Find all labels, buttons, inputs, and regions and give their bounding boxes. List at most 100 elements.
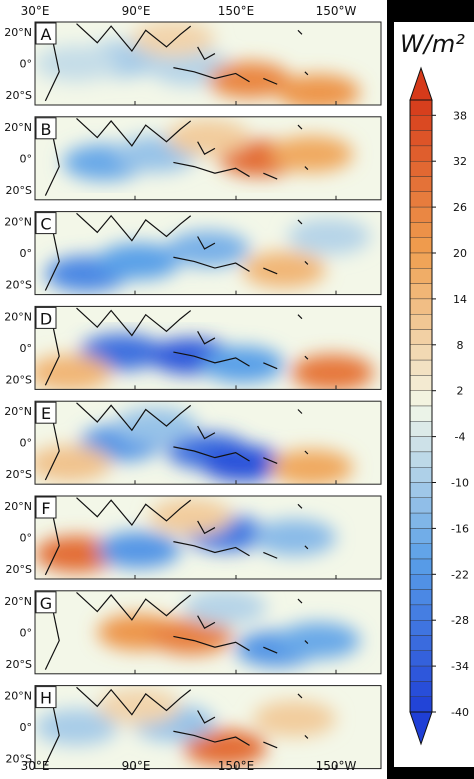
colorbar-segment [409, 497, 433, 514]
coastline [35, 212, 309, 291]
y-tick-label: 20°S [6, 753, 32, 766]
colorbar-tick-label: 14 [453, 293, 467, 306]
colorbar-segment [409, 467, 433, 483]
panel-label: A [41, 25, 52, 44]
colorbar-segment [409, 191, 433, 208]
x-tick-label: 150°W [316, 759, 357, 773]
anomaly-blob [287, 218, 371, 255]
y-tick-label: 0° [20, 58, 33, 71]
colorbar-segment [409, 344, 433, 361]
anomaly-field [35, 401, 381, 485]
panel-stack: A 20°N 0° 20°S B 20°N 0° 20°S C 20°N 0° 20°S D 20°N 0°… [4, 21, 382, 770]
panel-frame [34, 116, 382, 201]
anomaly-blob [183, 590, 267, 626]
colorbar-segment [409, 160, 433, 177]
colorbar-segment [409, 329, 433, 346]
colorbar-segment [409, 528, 433, 544]
colorbar-segment [409, 451, 433, 468]
x-tick-label: 90°E [122, 4, 151, 18]
colorbar-segment [409, 283, 433, 300]
colorbar-frame [394, 22, 474, 767]
x-axis-top: 30°E 90°E 150°E 150°W [21, 4, 357, 18]
panel-frame [34, 685, 382, 770]
x-tick-label: 30°E [21, 759, 50, 773]
panel-label: B [41, 120, 52, 139]
anomaly-field [35, 22, 381, 105]
y-tick-label: 20°N [4, 310, 32, 323]
y-tick-label: 20°S [6, 373, 32, 386]
colorbar-segment [409, 145, 433, 162]
colorbar-segment [409, 359, 433, 376]
panel-label-box [35, 212, 57, 235]
coastline [35, 118, 309, 196]
coastline [35, 497, 309, 576]
colorbar-segment [409, 604, 433, 621]
colorbar-segment [409, 696, 433, 713]
anomaly-blob [131, 22, 215, 57]
anomaly-blob [35, 445, 112, 482]
anomaly-field [35, 685, 381, 769]
y-tick-label: 20°S [6, 89, 32, 102]
colorbar-segment [409, 115, 433, 131]
anomaly-blob [252, 519, 337, 556]
y-tick-label: 20°N [4, 500, 32, 513]
anomaly-blob [208, 61, 292, 99]
anomaly-field [35, 496, 381, 579]
y-tick-label: 0° [20, 152, 33, 165]
panel-h: H 20°N 0° 20°S [4, 685, 382, 770]
panel-e: E 20°N 0° 20°S [4, 400, 382, 485]
colorbar-segment [409, 314, 433, 330]
coastline [35, 592, 309, 670]
anomaly-blob [270, 449, 354, 485]
panel-label: D [40, 309, 52, 328]
anomaly-blob [97, 531, 181, 569]
y-tick-label: 20°N [4, 26, 32, 39]
panel-frame [34, 590, 382, 675]
colorbar-tick-label: 38 [453, 109, 467, 122]
y-tick-label: 20°N [4, 121, 32, 134]
panel-label: C [40, 215, 51, 234]
anomaly-field [35, 116, 381, 200]
colorbar-segment [409, 620, 433, 636]
colorbar-segment [409, 574, 433, 590]
colorbar-tick-label: -4 [455, 431, 466, 444]
anomaly-blob [35, 45, 119, 82]
x-axis-bottom: 30°E 90°E 150°E 150°W [21, 759, 357, 773]
panel-label-box [35, 117, 57, 140]
colorbar-segment [409, 375, 433, 391]
colorbar-unit-label: W/m² [400, 30, 465, 58]
panel-label-box [35, 401, 57, 424]
colorbar-segment [409, 390, 433, 407]
x-tick-label: 150°E [218, 4, 255, 18]
anomaly-blob [97, 688, 181, 725]
colorbar-segment [409, 436, 433, 453]
colorbar-segment [409, 421, 433, 437]
panel-a: A 20°N 0° 20°S [4, 21, 382, 106]
anomaly-blob [166, 230, 250, 268]
anomaly-blob [166, 119, 250, 156]
anomaly-blob [149, 498, 233, 536]
y-tick-label: 20°N [4, 690, 32, 703]
colorbar-segment [409, 176, 433, 193]
colorbar-segment [409, 405, 433, 422]
x-tick-label: 150°E [218, 759, 255, 773]
panel-label: H [40, 689, 52, 708]
y-tick-label: 0° [20, 342, 33, 355]
colorbar-tick-label: 20 [453, 247, 467, 260]
panel-frame [34, 305, 382, 390]
anomaly-blob [242, 251, 326, 288]
colorbar-segment [409, 558, 433, 575]
y-tick-label: 20°N [4, 405, 32, 418]
y-tick-label: 0° [20, 532, 33, 545]
colorbar-segment [409, 665, 433, 682]
colorbar-tick-label: -40 [451, 706, 469, 719]
y-tick-label: 0° [20, 721, 33, 734]
colorbar-segment [409, 589, 433, 606]
anomaly-blob [277, 74, 361, 105]
colorbar-segment [409, 543, 433, 560]
y-tick-label: 20°S [6, 279, 32, 292]
y-tick-label: 0° [20, 626, 33, 639]
colorbar-tick-label: -22 [451, 568, 469, 581]
anomaly-blob [201, 445, 285, 482]
